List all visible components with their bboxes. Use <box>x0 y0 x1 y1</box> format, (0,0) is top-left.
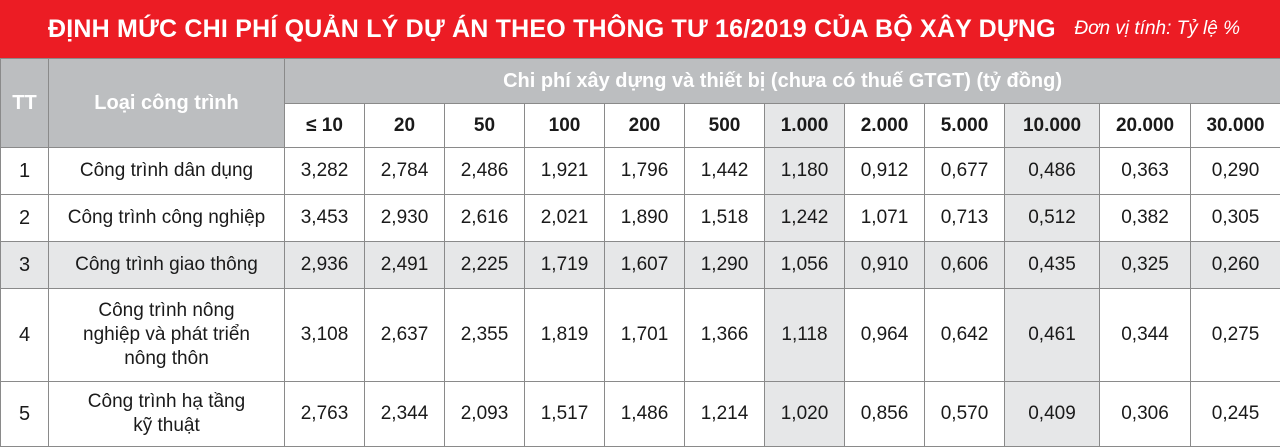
cell-value: 1,486 <box>605 382 685 447</box>
header-project-type: Loại công trình <box>49 59 285 148</box>
cell-value: 0,306 <box>1100 382 1191 447</box>
cell-value: 1,819 <box>525 289 605 382</box>
cell-value: 2,093 <box>445 382 525 447</box>
header-col: 20 <box>365 104 445 148</box>
cell-value: 1,796 <box>605 148 685 195</box>
row-number: 4 <box>1 289 49 382</box>
cell-value: 1,366 <box>685 289 765 382</box>
cell-value: 0,461 <box>1005 289 1100 382</box>
name-line: nông thôn <box>55 347 278 371</box>
cell-value: 1,118 <box>765 289 845 382</box>
cell-value: 1,020 <box>765 382 845 447</box>
cell-value: 0,570 <box>925 382 1005 447</box>
cell-value: 0,344 <box>1100 289 1191 382</box>
cell-value: 2,355 <box>445 289 525 382</box>
cell-value: 3,282 <box>285 148 365 195</box>
cell-value: 0,512 <box>1005 195 1100 242</box>
header-cost-group: Chi phí xây dựng và thiết bị (chưa có th… <box>285 59 1280 104</box>
cell-value: 2,930 <box>365 195 445 242</box>
cell-value: 0,325 <box>1100 242 1191 289</box>
cell-value: 0,912 <box>845 148 925 195</box>
cell-value: 1,921 <box>525 148 605 195</box>
table-row: 1 Công trình dân dụng 3,282 2,784 2,486 … <box>1 148 1280 195</box>
cost-rate-table: TT Loại công trình Chi phí xây dựng và t… <box>0 58 1280 447</box>
header-col: 10.000 <box>1005 104 1100 148</box>
name-line: Công trình nông <box>55 299 278 323</box>
cell-value: 2,486 <box>445 148 525 195</box>
cell-value: 1,518 <box>685 195 765 242</box>
cell-value: 0,245 <box>1191 382 1280 447</box>
cell-value: 2,936 <box>285 242 365 289</box>
header-col: 1.000 <box>765 104 845 148</box>
cell-value: 0,642 <box>925 289 1005 382</box>
cell-value: 1,442 <box>685 148 765 195</box>
cell-value: 0,363 <box>1100 148 1191 195</box>
row-number: 2 <box>1 195 49 242</box>
project-type-name: Công trình giao thông <box>49 242 285 289</box>
cell-value: 2,784 <box>365 148 445 195</box>
cell-value: 0,275 <box>1191 289 1280 382</box>
header-tt: TT <box>1 59 49 148</box>
cell-value: 0,382 <box>1100 195 1191 242</box>
cell-value: 1,180 <box>765 148 845 195</box>
cell-value: 0,677 <box>925 148 1005 195</box>
cell-value: 0,856 <box>845 382 925 447</box>
name-line: kỹ thuật <box>55 414 278 438</box>
project-type-name: Công trình dân dụng <box>49 148 285 195</box>
header-col: 2.000 <box>845 104 925 148</box>
cell-value: 1,290 <box>685 242 765 289</box>
cell-value: 1,214 <box>685 382 765 447</box>
cell-value: 0,713 <box>925 195 1005 242</box>
header-col: 20.000 <box>1100 104 1191 148</box>
cell-value: 2,637 <box>365 289 445 382</box>
cell-value: 1,701 <box>605 289 685 382</box>
cell-value: 2,491 <box>365 242 445 289</box>
cell-value: 0,290 <box>1191 148 1280 195</box>
cell-value: 1,242 <box>765 195 845 242</box>
cell-value: 3,453 <box>285 195 365 242</box>
cell-value: 0,486 <box>1005 148 1100 195</box>
cell-value: 1,719 <box>525 242 605 289</box>
cell-value: 0,964 <box>845 289 925 382</box>
cell-value: 0,435 <box>1005 242 1100 289</box>
cell-value: 0,260 <box>1191 242 1280 289</box>
header-col: 100 <box>525 104 605 148</box>
cell-value: 2,344 <box>365 382 445 447</box>
cell-value: 3,108 <box>285 289 365 382</box>
header-col: 5.000 <box>925 104 1005 148</box>
table-row: 5 Công trình hạ tầng kỹ thuật 2,763 2,34… <box>1 382 1280 447</box>
table-row: 2 Công trình công nghiệp 3,453 2,930 2,6… <box>1 195 1280 242</box>
cell-value: 0,305 <box>1191 195 1280 242</box>
header-col: 200 <box>605 104 685 148</box>
row-number: 3 <box>1 242 49 289</box>
cell-value: 0,409 <box>1005 382 1100 447</box>
header-col: 50 <box>445 104 525 148</box>
cell-value: 2,616 <box>445 195 525 242</box>
name-line: Công trình hạ tầng <box>55 390 278 414</box>
table-row: 4 Công trình nông nghiệp và phát triển n… <box>1 289 1280 382</box>
header-col: ≤ 10 <box>285 104 365 148</box>
cell-value: 1,517 <box>525 382 605 447</box>
cell-value: 0,910 <box>845 242 925 289</box>
page-title: ĐỊNH MỨC CHI PHÍ QUẢN LÝ DỰ ÁN THEO THÔN… <box>48 15 1056 44</box>
cell-value: 1,071 <box>845 195 925 242</box>
cell-value: 1,607 <box>605 242 685 289</box>
cell-value: 2,021 <box>525 195 605 242</box>
cell-value: 1,056 <box>765 242 845 289</box>
header-col: 30.000 <box>1191 104 1280 148</box>
table-row: 3 Công trình giao thông 2,936 2,491 2,22… <box>1 242 1280 289</box>
cell-value: 2,225 <box>445 242 525 289</box>
cell-value: 0,606 <box>925 242 1005 289</box>
header-col: 500 <box>685 104 765 148</box>
project-type-name: Công trình nông nghiệp và phát triển nôn… <box>49 289 285 382</box>
project-type-name: Công trình công nghiệp <box>49 195 285 242</box>
row-number: 1 <box>1 148 49 195</box>
unit-note: Đơn vị tính: Tỷ lệ % <box>1074 18 1240 40</box>
name-line: nghiệp và phát triển <box>55 323 278 347</box>
row-number: 5 <box>1 382 49 447</box>
cell-value: 1,890 <box>605 195 685 242</box>
title-banner: ĐỊNH MỨC CHI PHÍ QUẢN LÝ DỰ ÁN THEO THÔN… <box>0 0 1280 58</box>
cell-value: 2,763 <box>285 382 365 447</box>
project-type-name: Công trình hạ tầng kỹ thuật <box>49 382 285 447</box>
